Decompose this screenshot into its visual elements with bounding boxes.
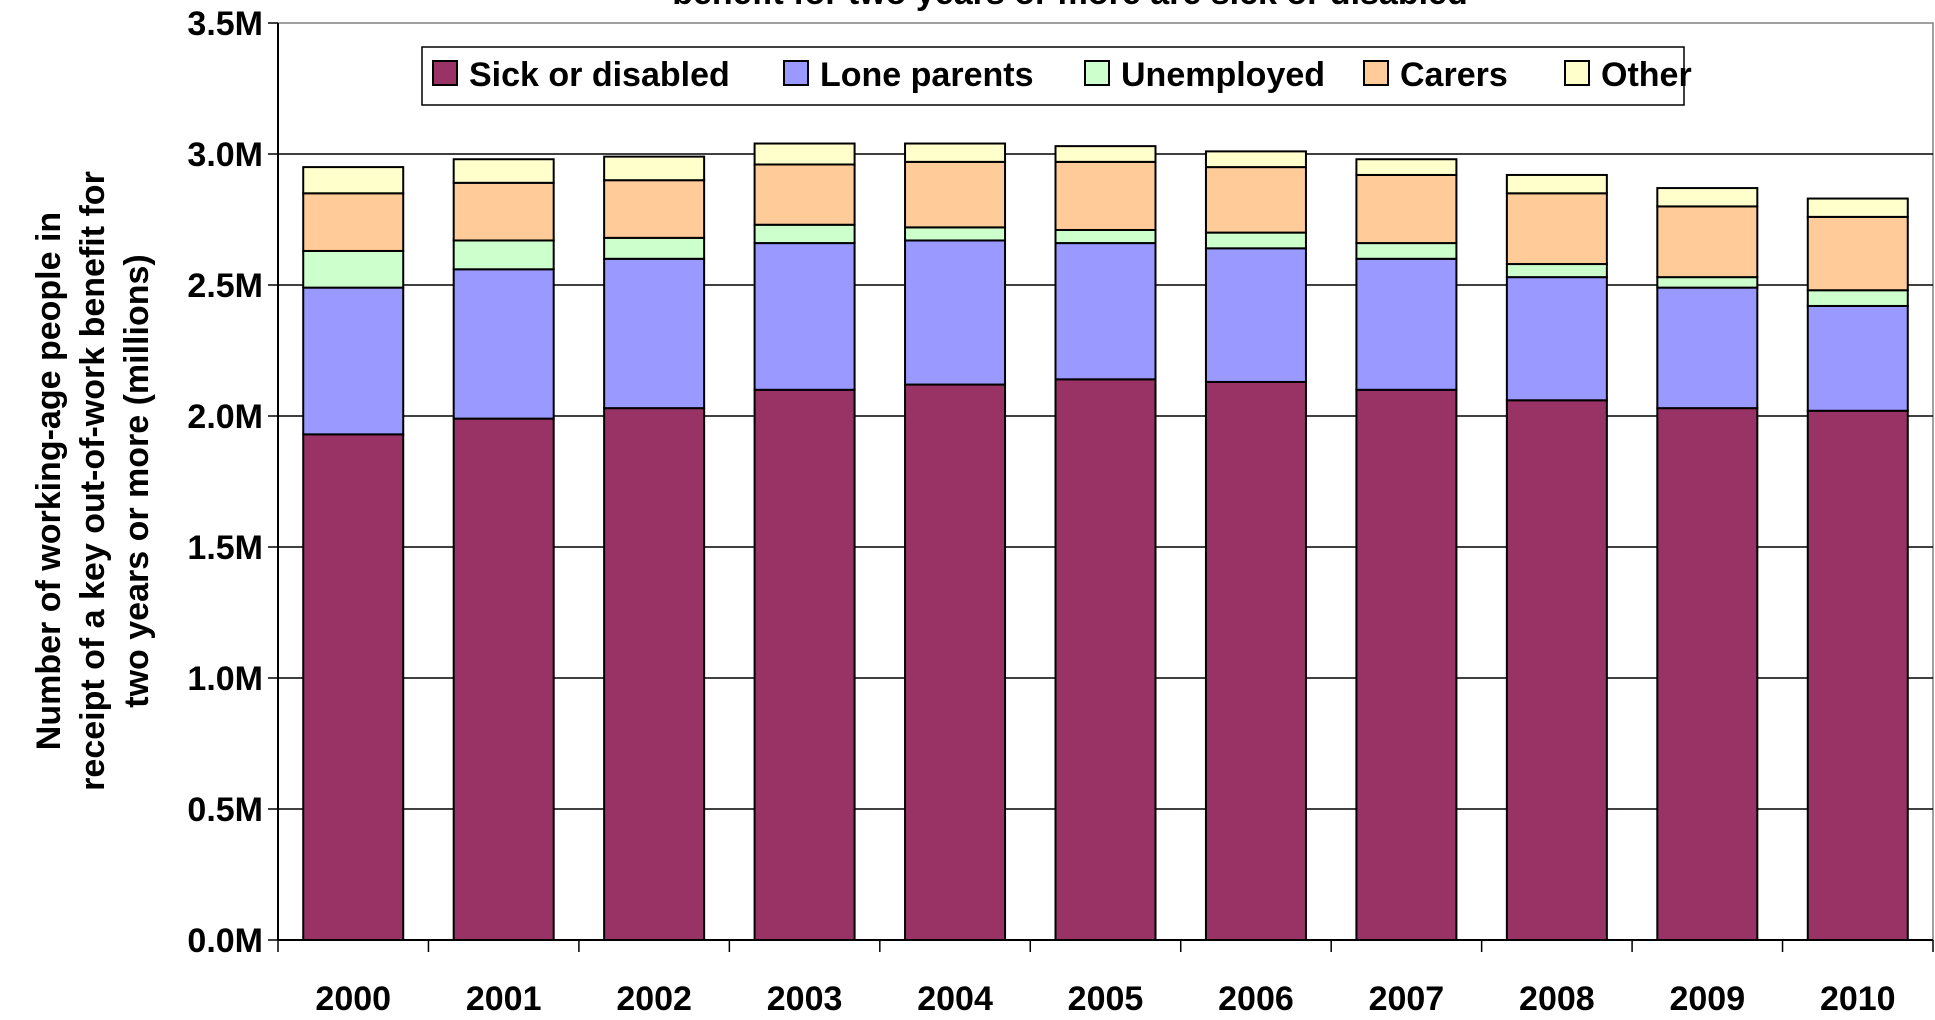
bar-segment bbox=[1656, 276, 1759, 289]
legend-label: Carers bbox=[1400, 56, 1508, 94]
y-axis-title-text: Number of working-age people in receipt o… bbox=[30, 171, 156, 791]
bar-segment bbox=[452, 158, 555, 184]
y-tick-label: 3.0M bbox=[187, 136, 263, 174]
y-axis-title-line: two years or more (millions) bbox=[118, 254, 156, 707]
bar-segment bbox=[452, 239, 555, 271]
bar-segment bbox=[1656, 286, 1759, 410]
y-axis-title-line: Number of working-age people in bbox=[30, 212, 68, 750]
bars-layer bbox=[302, 142, 1909, 941]
y-tick-label: 3.5M bbox=[187, 5, 263, 43]
bar-segment bbox=[452, 417, 555, 941]
bar-segment bbox=[1505, 276, 1608, 402]
bar-segment bbox=[904, 239, 1007, 386]
bar-segment bbox=[1054, 378, 1157, 941]
bar-segment bbox=[302, 192, 405, 252]
bar-segment bbox=[1505, 173, 1608, 195]
bar-segment bbox=[1505, 192, 1608, 266]
bar-segment bbox=[904, 142, 1007, 163]
bar-segment bbox=[1204, 380, 1307, 941]
bar-segment bbox=[1806, 215, 1909, 292]
bar-segment bbox=[1054, 242, 1157, 381]
bar-segment bbox=[452, 181, 555, 242]
bar-segment bbox=[1505, 399, 1608, 941]
bar-segment bbox=[302, 166, 405, 195]
bar-segment bbox=[753, 242, 856, 391]
y-axis-title-line: receipt of a key out-of-work benefit for bbox=[74, 171, 112, 791]
bar-segment bbox=[1355, 158, 1458, 176]
bar-segment bbox=[1806, 304, 1909, 412]
legend-swatch bbox=[1363, 60, 1389, 86]
bar-segment bbox=[753, 223, 856, 245]
bar-segment bbox=[1806, 197, 1909, 218]
bar-segment bbox=[1204, 231, 1307, 250]
x-tick-label: 2008 bbox=[1519, 980, 1595, 1015]
legend-box bbox=[421, 46, 1685, 106]
legend-swatch bbox=[1084, 60, 1110, 86]
y-tick-label: 1.5M bbox=[187, 529, 263, 567]
bar-segment bbox=[1505, 263, 1608, 279]
x-tick-label: 2009 bbox=[1669, 980, 1745, 1015]
bar-segment bbox=[1355, 242, 1458, 260]
x-tick-label: 2000 bbox=[315, 980, 391, 1015]
bar-segment bbox=[1054, 160, 1157, 231]
legend-label: Lone parents bbox=[820, 56, 1033, 94]
y-tick-label: 2.5M bbox=[187, 267, 263, 305]
x-tick-label: 2002 bbox=[616, 980, 692, 1015]
bar-segment bbox=[1204, 247, 1307, 383]
bar-segment bbox=[904, 383, 1007, 941]
y-tick-label: 2.0M bbox=[187, 398, 263, 436]
bar-segment bbox=[1656, 187, 1759, 208]
bar-segment bbox=[1054, 145, 1157, 163]
legend: Sick or disabled Lone parents Unemployed Ca… bbox=[421, 46, 1692, 106]
bar-segment bbox=[1355, 173, 1458, 245]
chart-title: benefit for two years or more are sick o… bbox=[672, 0, 1467, 12]
bar-segment bbox=[1355, 388, 1458, 941]
axes-layer: 0.0M 0.5M 1.0M 1.5M 2.0M 2.5M 3.0M 3.5M 2000 2001… bbox=[187, 5, 1934, 1018]
x-tick-label: 2010 bbox=[1820, 980, 1896, 1015]
legend-label: Sick or disabled bbox=[469, 56, 730, 94]
bar-segment bbox=[603, 236, 706, 260]
bar-segment bbox=[302, 286, 405, 436]
x-tick-label: 2001 bbox=[466, 980, 542, 1015]
bar-segment bbox=[1806, 289, 1909, 307]
bar-segment bbox=[1204, 150, 1307, 169]
bar-segment bbox=[1656, 205, 1759, 279]
y-tick-label: 0.0M bbox=[187, 922, 263, 960]
x-tick-label: 2007 bbox=[1369, 980, 1445, 1015]
bar-segment bbox=[1806, 409, 1909, 941]
x-tick-label: 2006 bbox=[1218, 980, 1294, 1015]
bar-segment bbox=[452, 268, 555, 420]
legend-label: Unemployed bbox=[1121, 56, 1325, 94]
bar-segment bbox=[603, 179, 706, 239]
bar-segment bbox=[1355, 257, 1458, 391]
bar-segment bbox=[1054, 228, 1157, 245]
bar-segment bbox=[1204, 166, 1307, 234]
legend-swatch bbox=[432, 60, 458, 86]
bar-segment bbox=[1656, 407, 1759, 941]
x-tick-label: 2005 bbox=[1068, 980, 1144, 1015]
y-tick-label: 1.0M bbox=[187, 660, 263, 698]
bar-segment bbox=[753, 142, 856, 166]
x-tick-label: 2004 bbox=[917, 980, 993, 1015]
bar-segment bbox=[302, 433, 405, 941]
bar-segment bbox=[603, 257, 706, 410]
bar-segment bbox=[904, 226, 1007, 242]
bar-segment bbox=[753, 163, 856, 226]
bar-segment bbox=[603, 155, 706, 182]
legend-label: Other bbox=[1601, 56, 1692, 94]
bar-segment bbox=[904, 160, 1007, 229]
bar-segment bbox=[753, 388, 856, 941]
legend-swatch bbox=[783, 60, 809, 86]
x-tick-label: 2003 bbox=[767, 980, 843, 1015]
y-axis-title: Number of working-age people in receipt o… bbox=[30, 171, 156, 791]
bar-segment bbox=[603, 407, 706, 941]
legend-swatch bbox=[1564, 60, 1590, 86]
bar-segment bbox=[302, 249, 405, 289]
y-tick-label: 0.5M bbox=[187, 791, 263, 829]
